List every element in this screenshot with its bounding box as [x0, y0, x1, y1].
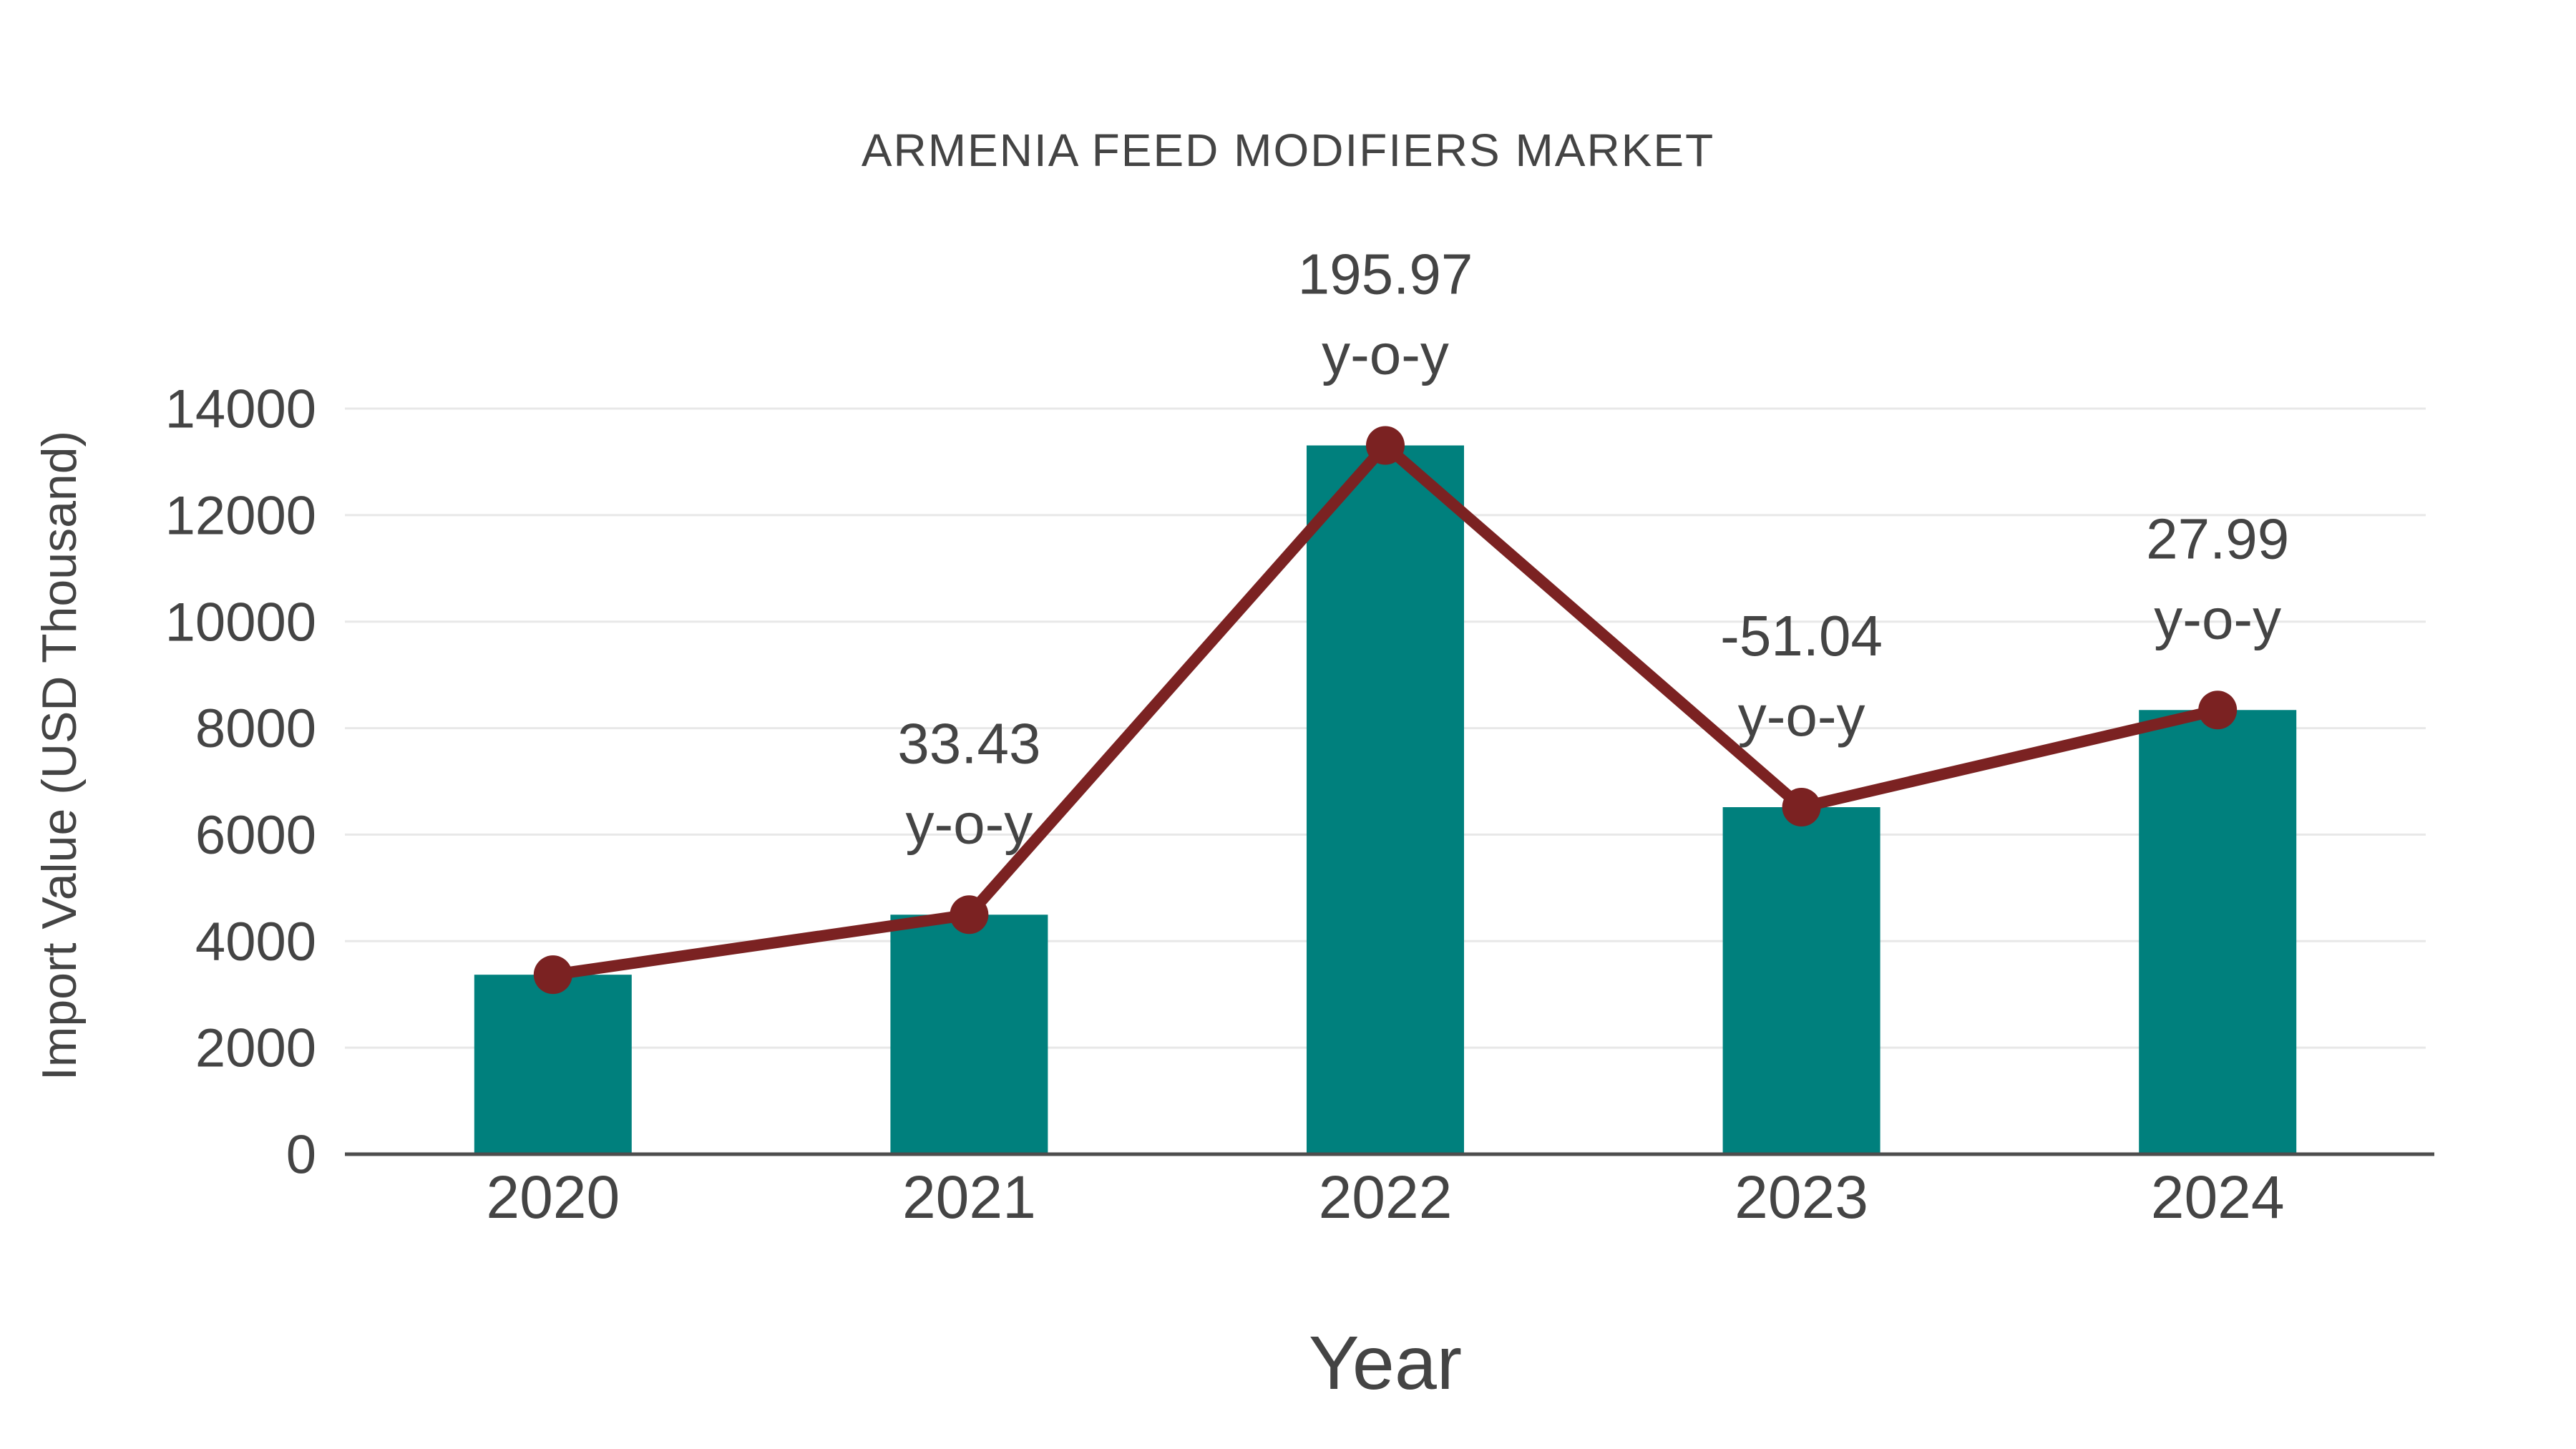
- y-tick-label-0: 0: [286, 1125, 316, 1186]
- annotation-suffix-2023: y-o-y: [1738, 684, 1865, 748]
- y-tick-label-2000: 2000: [195, 1018, 316, 1079]
- bar-2022: [1307, 445, 1464, 1154]
- annotation-value-2023: -51.04: [1720, 604, 1883, 668]
- y-tick-label-4000: 4000: [195, 912, 316, 972]
- data-point-2024: [2198, 691, 2238, 730]
- annotation-value-2022: 195.97: [1298, 243, 1473, 306]
- x-axis-title: Year: [1308, 1321, 1463, 1405]
- y-tick-label-8000: 8000: [195, 698, 316, 759]
- x-tick-label-2023: 2023: [1735, 1163, 1868, 1231]
- bar-2020: [474, 975, 632, 1154]
- data-point-2022: [1366, 426, 1405, 465]
- annotation-value-2024: 27.99: [2146, 507, 2289, 570]
- data-point-2021: [950, 895, 989, 935]
- data-point-2020: [533, 955, 572, 995]
- data-point-2023: [1782, 788, 1821, 827]
- bar-2023: [1722, 807, 1880, 1154]
- bar-2024: [2139, 710, 2297, 1154]
- y-tick-label-6000: 6000: [195, 805, 316, 866]
- bar-2021: [890, 914, 1048, 1154]
- annotation-value-2021: 33.43: [897, 711, 1040, 775]
- annotation-suffix-2022: y-o-y: [1322, 323, 1449, 386]
- chart-title: ARMENIA FEED MODIFIERS MARKET: [861, 125, 1715, 176]
- x-tick-label-2021: 2021: [902, 1163, 1036, 1231]
- x-tick-label-2020: 2020: [486, 1163, 620, 1231]
- y-axis-title: Import Value (USD Thousand): [32, 430, 87, 1081]
- x-tick-label-2024: 2024: [2151, 1163, 2285, 1231]
- y-tick-label-12000: 12000: [165, 485, 316, 546]
- y-tick-label-10000: 10000: [165, 592, 316, 653]
- annotation-suffix-2024: y-o-y: [2154, 587, 2281, 650]
- x-tick-label-2022: 2022: [1319, 1163, 1453, 1231]
- annotation-suffix-2021: y-o-y: [906, 791, 1033, 855]
- y-tick-label-14000: 14000: [165, 379, 316, 440]
